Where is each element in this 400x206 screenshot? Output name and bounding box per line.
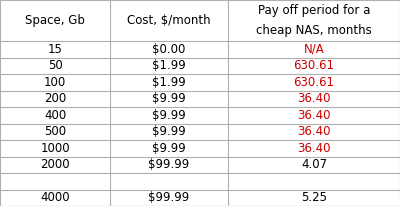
Text: 36.40: 36.40 — [297, 142, 331, 155]
Text: $99.99: $99.99 — [148, 191, 190, 204]
Text: Space, Gb: Space, Gb — [25, 14, 85, 27]
Text: N/A: N/A — [304, 43, 324, 56]
Text: 4.07: 4.07 — [301, 158, 327, 171]
Text: $9.99: $9.99 — [152, 109, 186, 122]
Text: Cost, $/month: Cost, $/month — [127, 14, 211, 27]
Text: 5.25: 5.25 — [301, 191, 327, 204]
Text: 400: 400 — [44, 109, 66, 122]
Text: 630.61: 630.61 — [294, 76, 334, 89]
Text: 50: 50 — [48, 59, 62, 73]
Text: $99.99: $99.99 — [148, 158, 190, 171]
Text: $1.99: $1.99 — [152, 59, 186, 73]
Text: 36.40: 36.40 — [297, 92, 331, 105]
Text: 500: 500 — [44, 125, 66, 138]
Text: 36.40: 36.40 — [297, 125, 331, 138]
Text: $9.99: $9.99 — [152, 92, 186, 105]
Text: $1.99: $1.99 — [152, 76, 186, 89]
Text: $9.99: $9.99 — [152, 142, 186, 155]
Text: 36.40: 36.40 — [297, 109, 331, 122]
Text: 15: 15 — [48, 43, 62, 56]
Text: 630.61: 630.61 — [294, 59, 334, 73]
Text: Pay off period for a: Pay off period for a — [258, 4, 370, 17]
Text: 1000: 1000 — [40, 142, 70, 155]
Text: 4000: 4000 — [40, 191, 70, 204]
Text: cheap NAS, months: cheap NAS, months — [256, 24, 372, 37]
Text: $9.99: $9.99 — [152, 125, 186, 138]
Text: $0.00: $0.00 — [152, 43, 186, 56]
Text: 200: 200 — [44, 92, 66, 105]
Text: 100: 100 — [44, 76, 66, 89]
Text: 2000: 2000 — [40, 158, 70, 171]
